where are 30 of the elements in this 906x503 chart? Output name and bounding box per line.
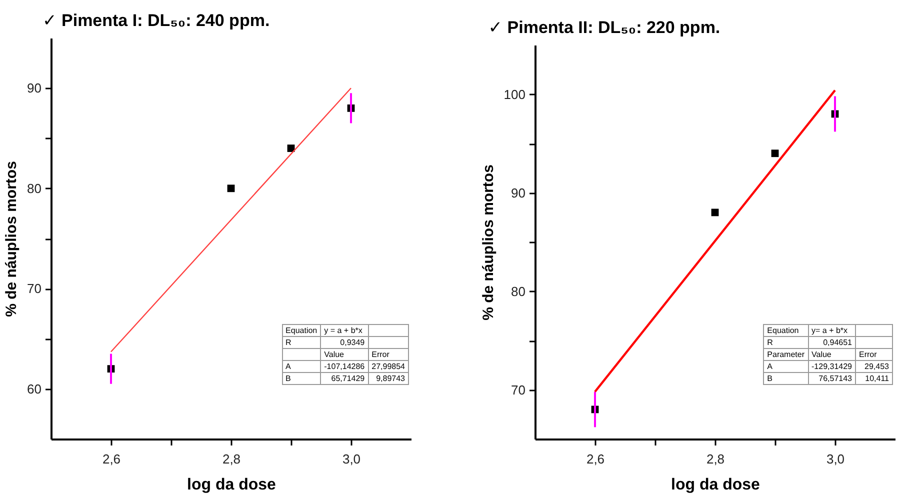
x-tick-label: 2,6 bbox=[586, 452, 605, 466]
y-tick-label: 80 bbox=[27, 180, 42, 196]
point bbox=[227, 184, 235, 192]
x-tick-label: 3,0 bbox=[342, 452, 361, 466]
y-tick-label: 90 bbox=[27, 80, 42, 96]
text: B 65,71429 9,89743 bbox=[286, 374, 405, 383]
annotation: Equation y = a + b*x bbox=[284, 325, 364, 336]
point bbox=[711, 208, 719, 216]
x-axis-title: log da dose bbox=[671, 476, 760, 494]
y-tick-label: 70 bbox=[511, 382, 526, 398]
y-tick-label: 100 bbox=[504, 86, 526, 102]
y-tick-label: 60 bbox=[27, 381, 42, 396]
y-axis-title: % de náuplios mortos bbox=[3, 161, 20, 317]
x-axis-title: log da dose bbox=[187, 476, 276, 494]
x-tick-label: 2,6 bbox=[102, 452, 121, 466]
y-axis-title: % de náuplios mortos bbox=[480, 164, 497, 320]
y-tick-label: 70 bbox=[27, 281, 42, 296]
x-tick-label: 2,8 bbox=[222, 452, 241, 466]
stats-table: Equation y= a + b*x R 0,94651 Parameter Value Error A -129,31429 29,453 B 76,57143 10,411 bbox=[763, 324, 893, 385]
y-tick-label: 90 bbox=[511, 185, 526, 200]
text: Value Error bbox=[324, 350, 390, 359]
point bbox=[771, 150, 779, 158]
y-tick-label: 80 bbox=[511, 284, 526, 299]
chart-title: ✓ Pimenta II: DL₅₀: 220 ppm. bbox=[488, 18, 720, 37]
point bbox=[287, 144, 295, 152]
text: A -107,14286 27,99854 bbox=[286, 362, 405, 371]
chart-title: ✓ Pimenta I: DL₅₀: 240 ppm. bbox=[42, 11, 270, 30]
x-tick-label: 2,8 bbox=[706, 452, 725, 466]
text: R 0,9349 bbox=[286, 338, 365, 347]
x-tick-label: 3,0 bbox=[826, 452, 845, 466]
